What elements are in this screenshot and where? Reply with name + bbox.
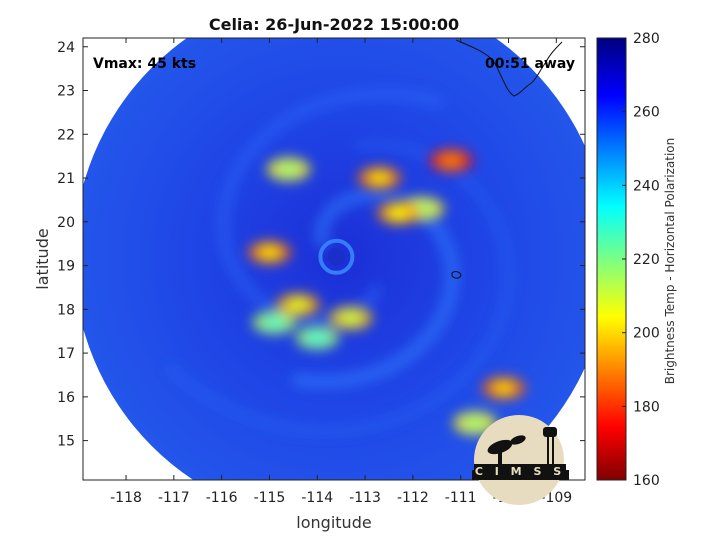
logo-disc <box>474 415 564 505</box>
x-tick-label: -116 <box>206 490 238 506</box>
y-tick-label: 19 <box>57 259 75 275</box>
feature-point <box>368 172 391 185</box>
dish-stand <box>498 450 502 466</box>
chart-title: Celia: 26-Jun-2022 15:00:00 <box>209 15 459 34</box>
logo-banner <box>474 464 566 478</box>
tower-legs-2 <box>552 437 554 467</box>
y-axis-label: latitude <box>33 228 52 289</box>
logo-text: C I M S S <box>475 465 565 478</box>
satellite-dish-icon-2 <box>510 435 526 445</box>
y-tick-label: 18 <box>57 302 75 318</box>
x-tick-label: -111 <box>445 490 477 506</box>
x-tick-label: -114 <box>301 490 333 506</box>
feature-point <box>387 207 410 220</box>
y-tick-label: 17 <box>57 346 75 362</box>
feature-point <box>287 298 310 311</box>
x-axis-label: longitude <box>296 513 371 532</box>
colorbar-label: Brightness Temp - Horizontal Polarizatio… <box>663 138 677 385</box>
storm-eye <box>318 238 355 275</box>
x-axis: -118-117-116-115-114-113-112-111-110-109 <box>110 38 572 506</box>
y-axis: 15 16 17 18 19 20 21 22 23 24 <box>57 40 585 450</box>
tower-legs <box>547 437 549 467</box>
y-tick-label: 20 <box>57 215 75 231</box>
feature-point <box>492 382 515 395</box>
colorbar-tick-label: 260 <box>633 105 660 121</box>
cimss-logo: C I M S S <box>472 415 569 505</box>
satellite-dish-icon <box>487 439 513 455</box>
feature-point <box>306 331 329 344</box>
x-tick-label: -118 <box>110 490 142 506</box>
y-tick-label: 21 <box>57 171 75 187</box>
island-outline <box>451 271 462 279</box>
colorbar-tick-label: 180 <box>633 399 660 415</box>
feature-point <box>258 246 281 259</box>
coastline <box>455 39 563 97</box>
feature-point <box>440 154 463 167</box>
colorbar-ticks: 160 180 200 220 240 260 280 <box>622 31 660 489</box>
colorbar-tick-label: 280 <box>633 31 660 47</box>
time-offset-annotation: 00:51 away <box>485 56 575 72</box>
eye-ring <box>318 238 355 275</box>
y-tick-label: 15 <box>57 434 75 450</box>
convective-features <box>247 148 526 436</box>
colorbar-tick-label: 220 <box>633 252 660 268</box>
x-tick-label: -112 <box>397 490 429 506</box>
y-tick-label: 23 <box>57 84 75 100</box>
feature-point <box>277 163 300 176</box>
colorbar-tick-label: 240 <box>633 178 660 194</box>
rain-band <box>291 188 460 389</box>
colorbar-tick-label: 160 <box>633 473 660 489</box>
y-tick-label: 22 <box>57 127 75 143</box>
feature-point <box>263 316 286 329</box>
feature-point <box>464 417 487 430</box>
vmax-annotation: Vmax: 45 kts <box>93 56 196 72</box>
eye-center <box>327 247 346 266</box>
swath-layer <box>83 38 585 480</box>
x-tick-label: -115 <box>254 490 286 506</box>
y-tick-label: 16 <box>57 390 75 406</box>
x-tick-label: -117 <box>158 490 190 506</box>
axes-frame <box>82 37 586 481</box>
y-tick-label: 24 <box>57 40 75 56</box>
feature-point <box>339 312 362 325</box>
x-tick-label: -113 <box>349 490 381 506</box>
colorbar-tick-label: 200 <box>633 326 660 342</box>
colorbar <box>596 37 627 481</box>
water-tower-icon <box>543 427 557 437</box>
